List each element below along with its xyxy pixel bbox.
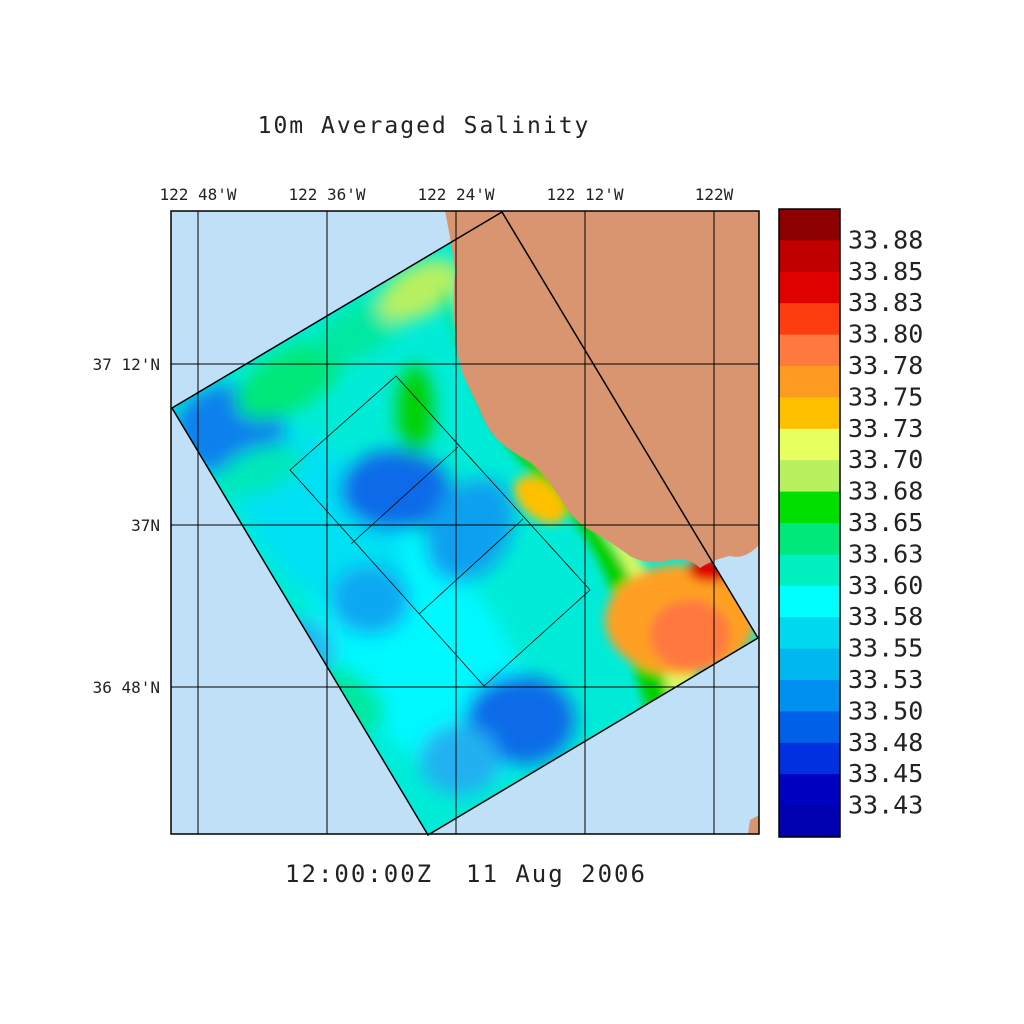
colorbar-swatch	[779, 397, 840, 430]
colorbar-swatch	[779, 585, 840, 618]
colorbar-label: 33.65	[848, 508, 923, 537]
colorbar-label: 33.88	[848, 225, 923, 254]
longitude-labels: 122 48'W 122 36'W 122 24'W 122 12'W 122W	[159, 185, 733, 204]
coastline-land	[445, 211, 759, 568]
colorbar-swatch	[779, 774, 840, 807]
colorbar-frame	[778, 208, 841, 838]
land-sliver	[748, 815, 759, 834]
colorbar-swatch	[779, 303, 840, 336]
colorbar-label: 33.78	[848, 351, 923, 380]
map-frame	[170, 210, 760, 835]
colorbar-swatch	[779, 366, 840, 398]
colorbar-swatch	[779, 523, 840, 555]
colorbar-label: 33.58	[848, 602, 923, 631]
colorbar-swatch	[779, 711, 840, 744]
colorbar-label: 33.70	[848, 445, 923, 474]
colorbar-swatch	[779, 742, 840, 775]
colorbar-label: 33.50	[848, 696, 923, 725]
map-panel	[170, 210, 760, 837]
colorbar-swatch	[779, 648, 840, 681]
colorbar-swatch	[779, 617, 840, 650]
colorbar-swatch	[779, 680, 840, 712]
colorbar-label: 33.75	[848, 382, 923, 411]
timestamp-label: 12:00:00Z 11 Aug 2006	[285, 860, 647, 888]
colorbar-label: 33.53	[848, 665, 923, 694]
nested-grid-boxes	[289, 375, 591, 687]
lat-label: 36 48'N	[93, 678, 160, 697]
colorbar-label: 33.80	[848, 320, 923, 349]
colorbar-swatches	[779, 209, 840, 838]
colorbar-swatch	[779, 209, 840, 241]
colorbar-swatch	[779, 460, 840, 493]
colorbar-label: 33.83	[848, 288, 923, 317]
colorbar-swatch	[779, 805, 840, 838]
lat-label: 37N	[131, 516, 160, 535]
colorbar-label: 33.55	[848, 634, 923, 663]
colorbar-swatch	[779, 428, 840, 461]
lon-label: 122 36'W	[288, 185, 365, 204]
colorbar-label: 33.60	[848, 571, 923, 600]
colorbar-label: 33.85	[848, 257, 923, 286]
graticule	[171, 211, 759, 834]
colorbar-swatch	[779, 491, 840, 524]
latitude-labels: 37 12'N 37N 36 48'N	[93, 355, 160, 697]
model-domain-outline	[170, 210, 760, 837]
colorbar-label: 33.73	[848, 414, 923, 443]
colorbar-swatch	[779, 554, 840, 587]
colorbar-label: 33.45	[848, 759, 923, 788]
colorbar-label: 33.48	[848, 728, 923, 757]
lat-label: 37 12'N	[93, 355, 160, 374]
colorbar-swatch	[779, 334, 840, 367]
lon-label: 122 24'W	[417, 185, 494, 204]
colorbar-label: 33.43	[848, 791, 923, 820]
colorbar-swatch	[779, 271, 840, 304]
lon-label: 122W	[695, 185, 734, 204]
lon-label: 122 12'W	[546, 185, 623, 204]
lon-label: 122 48'W	[159, 185, 236, 204]
colorbar-label: 33.63	[848, 539, 923, 568]
colorbar-swatch	[779, 240, 840, 273]
colorbar-label: 33.68	[848, 477, 923, 506]
map-title: 10m Averaged Salinity	[258, 113, 591, 139]
